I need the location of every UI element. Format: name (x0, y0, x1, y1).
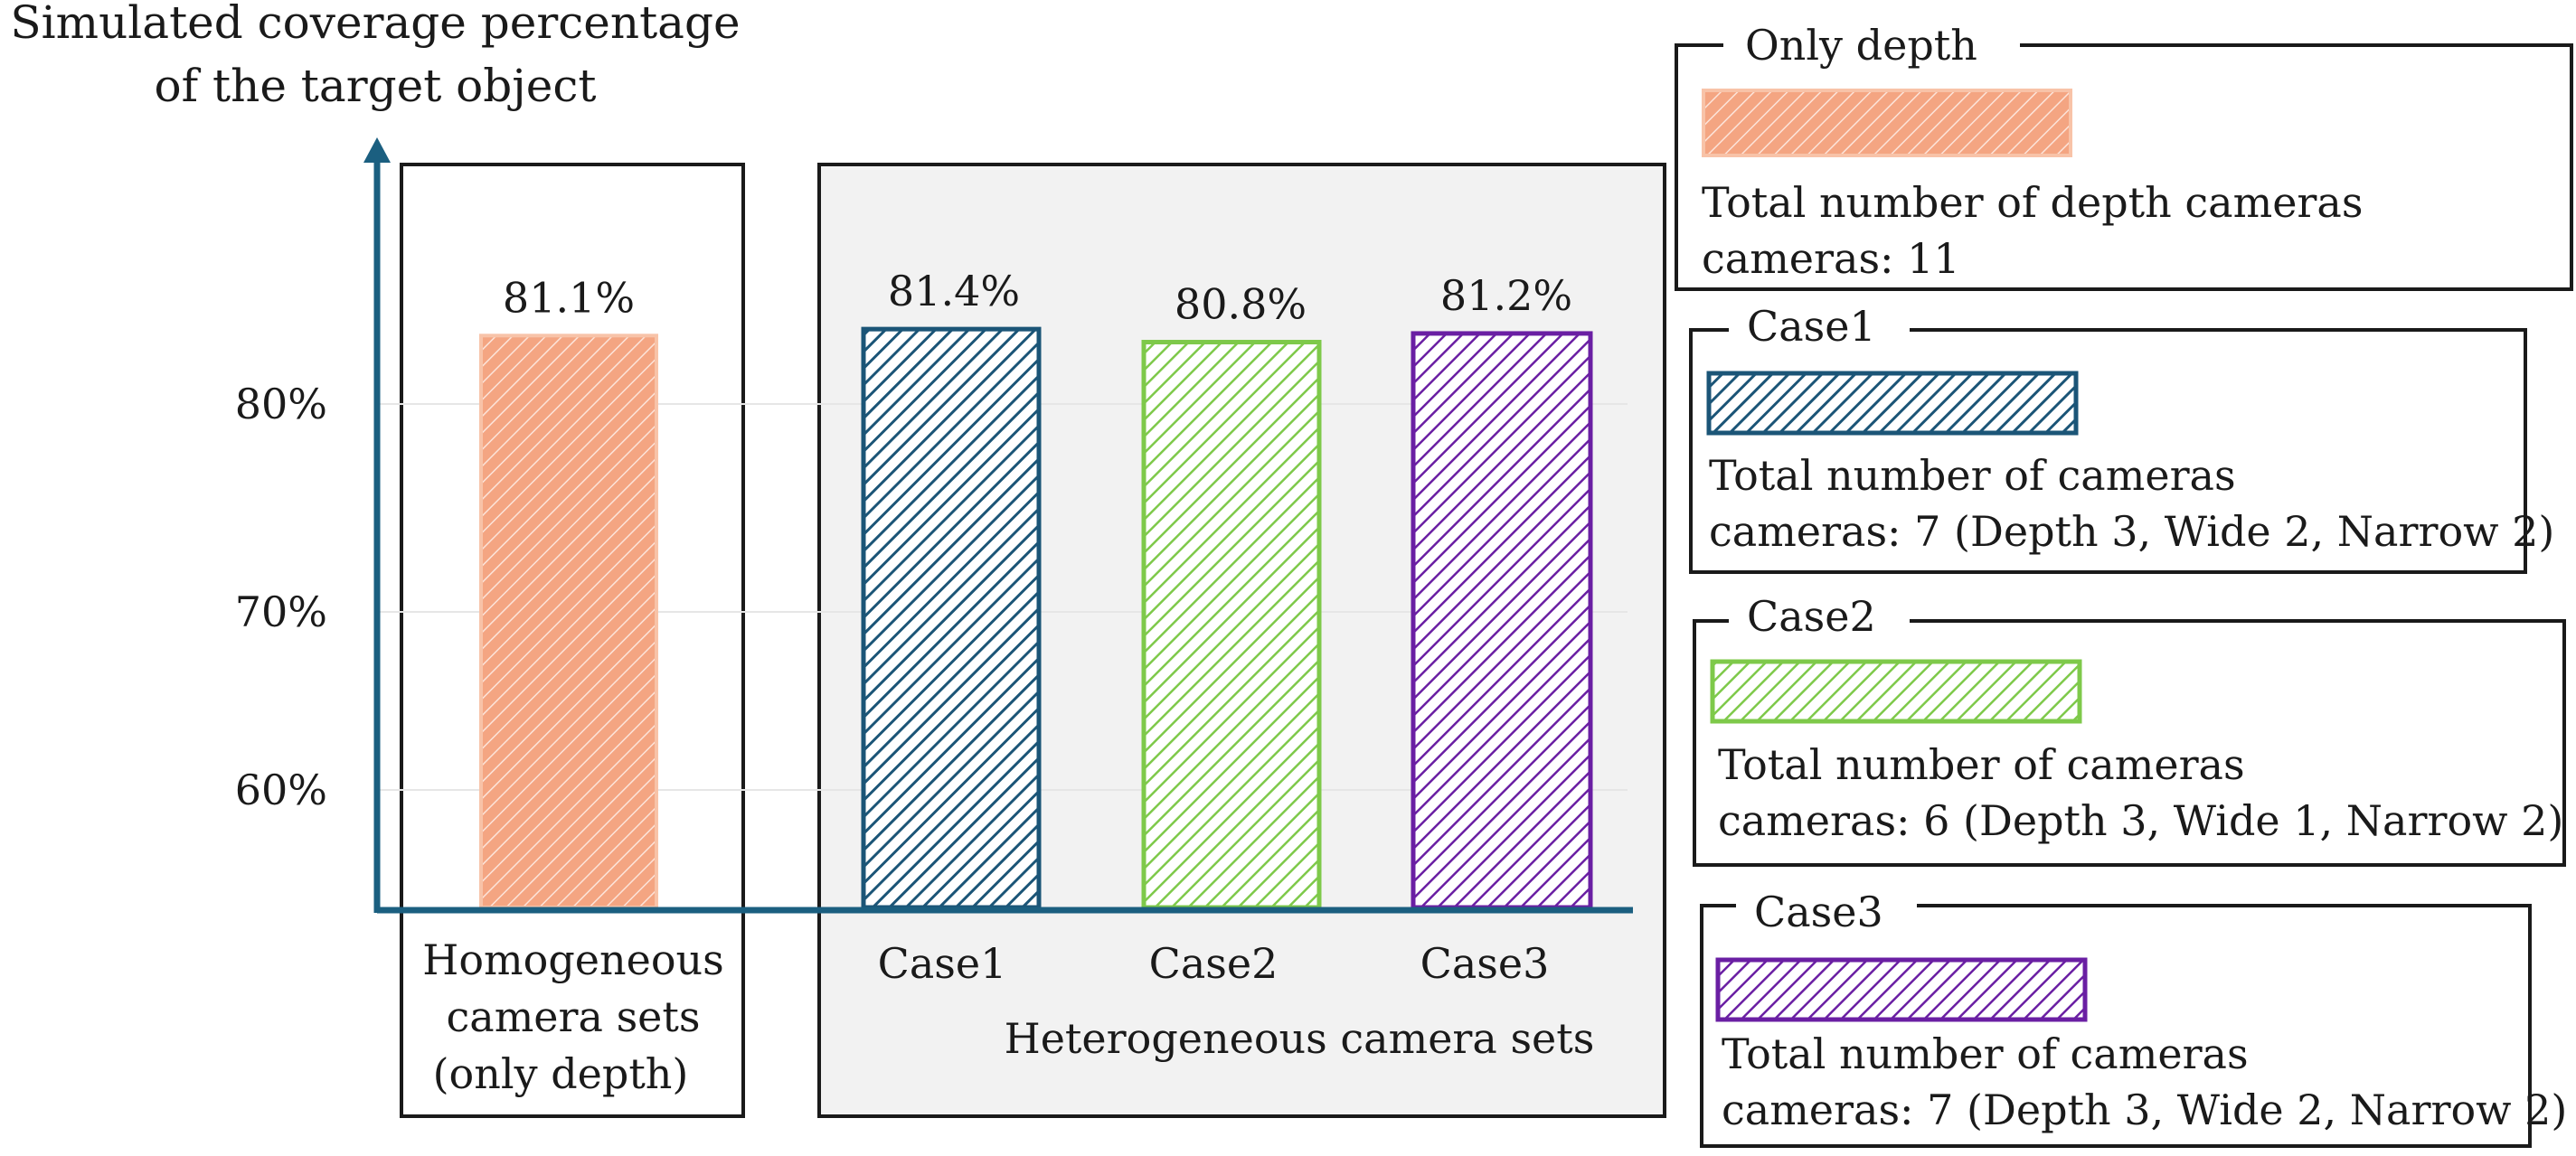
legend-line2-case3: cameras: 7 (Depth 3, Wide 2, Narrow 2) (1722, 1086, 2567, 1134)
legend-swatch-case3 (1715, 957, 2088, 1022)
bar-case3 (1411, 331, 1593, 910)
legend-title-case3: Case3 (1754, 888, 1883, 936)
x-tick-label-case3: Case3 (1420, 939, 1550, 988)
legend-swatch-only-depth (1702, 89, 2072, 157)
group-label-homogeneous-line-2: camera sets (447, 992, 701, 1041)
legend-swatch-case2 (1710, 659, 2082, 724)
legend-line1-only-depth: Total number of depth cameras (1702, 178, 2363, 227)
group-label-heterogeneous: Heterogeneous camera sets (1005, 1014, 1595, 1063)
value-label-case1: 81.4% (888, 267, 1020, 315)
y-axis-title-line-2: of the target object (155, 60, 597, 112)
legend-title-only-depth: Only depth (1745, 21, 1977, 70)
homogeneous-group-frame (400, 163, 745, 1118)
x-tick-label-case1: Case1 (878, 939, 1007, 988)
x-tick-label-case2: Case2 (1149, 939, 1279, 988)
y-tick-label-80: 80% (235, 380, 327, 428)
bar-only-depth (479, 334, 658, 909)
legend-line2-case1: cameras: 7 (Depth 3, Wide 2, Narrow 2) (1709, 507, 2554, 556)
y-axis-title-line-1: Simulated coverage percentage (10, 0, 740, 49)
legend-frame-only-depth (1675, 43, 2573, 291)
legend-frame-case3 (1700, 904, 2532, 1148)
legend-line1-case3: Total number of cameras (1722, 1029, 2249, 1078)
bar-case1 (861, 326, 1042, 910)
legend-line2-case2: cameras: 6 (Depth 3, Wide 1, Narrow 2) (1718, 796, 2563, 845)
legend-title-gap-case2 (1729, 607, 1910, 634)
bar-case2 (1141, 340, 1322, 910)
legend-title-gap-case3 (1736, 892, 1917, 919)
legend-swatch-case1 (1706, 371, 2079, 436)
group-label-homogeneous-line-3: (only depth) (433, 1049, 689, 1098)
y-axis-arrowhead (363, 137, 391, 163)
legend-title-case1: Case1 (1747, 302, 1876, 351)
legend-frame-case1 (1689, 328, 2527, 574)
legend-title-gap-case1 (1729, 316, 1910, 343)
legend-line1-case2: Total number of cameras (1718, 740, 2245, 789)
legend-entry-case2: Case2 Total number of cameras cameras: 6… (1693, 592, 2566, 867)
legend-entry-case3: Case3 Total number of cameras cameras: 7… (1700, 888, 2567, 1148)
legend-entry-only-depth: Only depth Total number of depth cameras… (1675, 21, 2573, 291)
legend-line1-case1: Total number of cameras (1709, 451, 2236, 500)
group-label-homogeneous-line-1: Homogeneous (422, 935, 724, 984)
value-label-only-depth: 81.1% (503, 273, 635, 322)
y-tick-label-70: 70% (235, 587, 327, 636)
value-label-case3: 81.2% (1440, 271, 1572, 320)
legend-entry-case1: Case1 Total number of cameras cameras: 7… (1689, 302, 2554, 574)
legend-title-gap-only-depth (1723, 33, 2020, 60)
legend-title-case2: Case2 (1747, 592, 1876, 641)
y-tick-label-60: 60% (235, 766, 327, 814)
legend-line2-only-depth: cameras: 11 (1702, 234, 1960, 283)
value-label-case2: 80.8% (1175, 280, 1307, 329)
